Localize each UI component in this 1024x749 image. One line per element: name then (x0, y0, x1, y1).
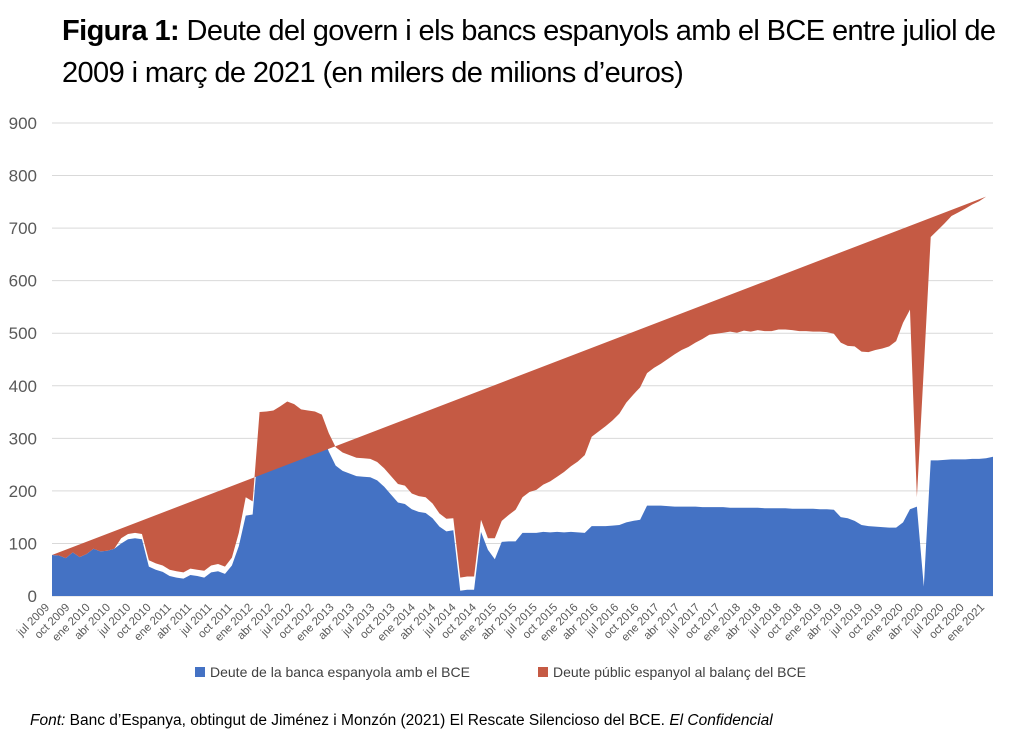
y-tick-label: 0 (28, 587, 37, 606)
y-tick-label: 900 (9, 114, 37, 133)
source-note: Font: Banc d’Espanya, obtingut de Jiméne… (30, 712, 773, 730)
y-tick-label: 500 (9, 324, 37, 343)
y-tick-label: 300 (9, 429, 37, 448)
y-tick-label: 400 (9, 377, 37, 396)
legend-label-banks: Deute de la banca espanyola amb el BCE (210, 664, 470, 680)
area-sovereign (52, 196, 987, 578)
y-axis-ticks: 0 100 200 300 400 500 600 700 800 900 (9, 114, 37, 606)
chart-title: Figura 1: Deute del govern i els bancs e… (62, 10, 1002, 94)
area-series (52, 196, 993, 596)
stacked-area-chart: 0 100 200 300 400 500 600 700 800 900 jul 2009oct… (9, 114, 993, 680)
y-tick-label: 100 (9, 534, 37, 553)
source-text: Banc d’Espanya, obtingut de Jiménez i Mo… (65, 712, 670, 729)
legend-swatch-banks (195, 667, 205, 677)
legend-swatch-sovereign (538, 667, 548, 677)
y-tick-label: 800 (9, 167, 37, 186)
title-text: Deute del govern i els bancs espanyols a… (62, 15, 996, 89)
source-label: Font: (30, 712, 66, 729)
legend: Deute de la banca espanyola amb el BCE D… (195, 664, 806, 680)
figure-number: Figura 1: (62, 15, 180, 47)
legend-label-sovereign: Deute públic espanyol al balanç del BCE (553, 664, 806, 680)
source-publication: El Confidencial (669, 712, 773, 729)
y-tick-label: 200 (9, 482, 37, 501)
y-tick-label: 600 (9, 272, 37, 291)
y-tick-label: 700 (9, 219, 37, 238)
